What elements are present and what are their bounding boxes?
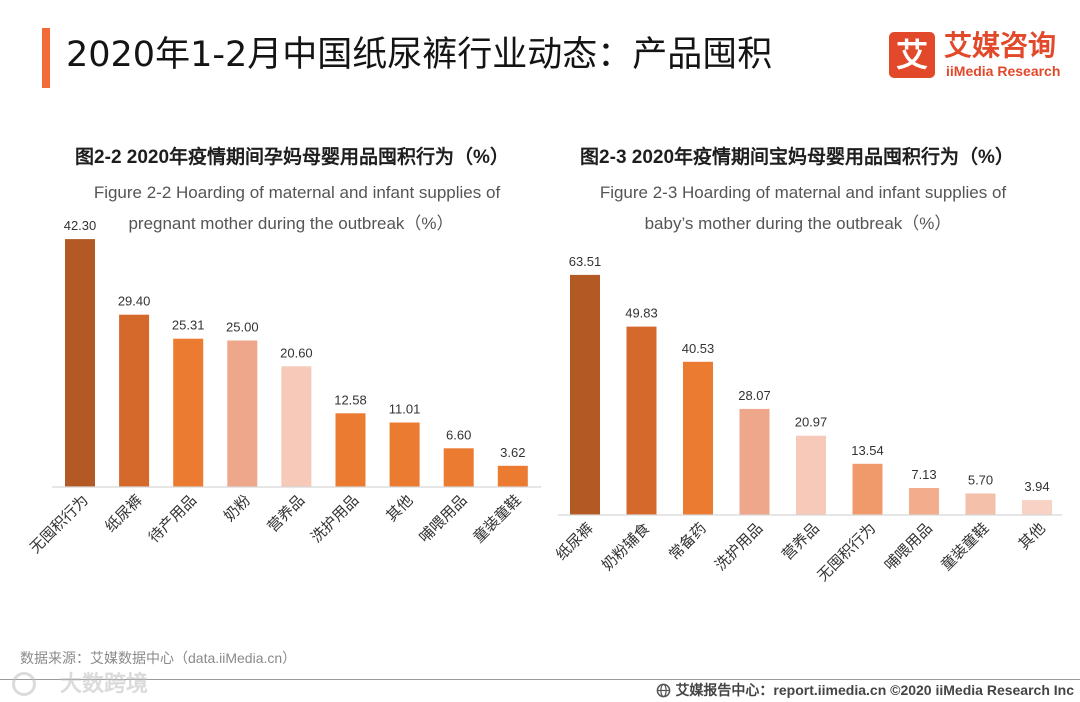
chart-1-category-label-7: 其他 — [383, 492, 416, 525]
logo-text-cn: 艾媒咨询 — [944, 30, 1057, 61]
chart-2-value-label-5: 20.97 — [795, 415, 828, 430]
chart-1-value-label-5: 20.60 — [280, 345, 313, 360]
chart-2-plot: 63.51 纸尿裤 49.83 奶粉辅食 40.53 常备药 28.07 洗护用品 20.97 营… — [553, 254, 1062, 585]
chart-2-bar-8 — [965, 493, 996, 515]
chart-2-bar-3 — [683, 361, 713, 515]
chart-2-value-label-4: 28.07 — [738, 388, 771, 403]
chart-2-category-label-1: 纸尿裤 — [553, 520, 597, 564]
chart-1-bar-2 — [119, 314, 150, 487]
title-accent-bar — [42, 28, 50, 88]
chart-1-value-label-8: 6.60 — [446, 427, 471, 442]
chart-2-bar-1 — [570, 274, 600, 515]
chart-1-category-label-4: 奶粉 — [221, 492, 254, 525]
chart-1-category-label-2: 纸尿裤 — [102, 492, 146, 536]
chart-1-bar-3 — [173, 338, 204, 487]
watermark-text: 大数跨境 — [60, 671, 149, 696]
chart-2-bar-2 — [626, 326, 657, 515]
chart-2-title: 图2-3 2020年疫情期间宝妈母婴用品囤积行为（%） — [580, 147, 1014, 168]
chart-1-value-label-9: 3.62 — [500, 445, 525, 460]
chart-2-category-label-4: 洗护用品 — [712, 520, 766, 574]
chart-1-category-label-6: 洗护用品 — [308, 492, 362, 546]
chart-2-category-label-5: 营养品 — [779, 520, 823, 564]
page-title: 2020年1-2月中国纸尿裤行业动态：产品囤积 — [66, 35, 773, 75]
report-center-text: 艾媒报告中心：report.iimedia.cn ©2020 iiMedia R… — [675, 682, 1074, 698]
chart-1-bar-7 — [389, 422, 420, 487]
chart-1-category-label-1: 无囤积行为 — [27, 492, 92, 557]
chart-2-bar-6 — [852, 463, 883, 515]
chart-1-bar-4 — [227, 340, 258, 487]
chart-2-category-label-9: 其他 — [1016, 520, 1049, 553]
chart-1-bar-8 — [443, 448, 474, 487]
report-center-footer: 艾媒报告中心：report.iimedia.cn ©2020 iiMedia R… — [656, 680, 1074, 700]
footer-divider — [0, 679, 1080, 680]
chart-1-category-label-3: 待产用品 — [146, 492, 200, 546]
chart-2-category-label-7: 哺喂用品 — [881, 520, 935, 574]
chart-2-bar-5 — [796, 435, 826, 515]
chart-2-subtitle-line-2: baby’s mother during the outbreak（%） — [644, 214, 952, 233]
chart-1-plot: 42.30 无囤积行为 29.40 纸尿裤 25.31 待产用品 25.00 奶粉 20.60 营… — [27, 218, 541, 557]
chart-1-subtitle-line-1: Figure 2-2 Hoarding of maternal and infa… — [93, 183, 501, 202]
chart-1-bar-1 — [65, 239, 95, 487]
chart-1-value-label-2: 29.40 — [118, 294, 151, 309]
chart-1-value-label-4: 25.00 — [226, 320, 259, 335]
chart-2-category-label-3: 常备药 — [666, 520, 710, 564]
globe-icon — [657, 683, 671, 697]
chart-1-value-label-6: 12.58 — [334, 392, 367, 407]
chart-2-bar-7 — [909, 488, 939, 515]
chart-2-value-label-8: 5.70 — [968, 473, 993, 488]
chart-1-value-label-7: 11.01 — [389, 402, 421, 417]
iimedia-logo-icon: 艾 — [889, 32, 935, 78]
chart-2-value-label-3: 40.53 — [682, 341, 715, 356]
chart-2-value-label-6: 13.54 — [851, 443, 884, 458]
chart-1-value-label-1: 42.30 — [64, 218, 97, 233]
chart-2-category-label-8: 童装童鞋 — [937, 519, 992, 574]
watermark-logo-icon — [12, 672, 36, 696]
chart-1-subtitle-line-2: pregnant mother during the outbreak（%） — [128, 214, 454, 233]
chart-1-value-label-3: 25.31 — [172, 318, 205, 333]
chart-1-bar-5 — [281, 366, 312, 487]
chart-2-bar-4 — [739, 408, 770, 515]
chart-1-bar-9 — [497, 465, 528, 487]
chart-1-category-label-9: 童装童鞋 — [469, 491, 524, 546]
watermark: 大数跨境 — [12, 670, 148, 698]
chart-2-category-label-6: 无囤积行为 — [814, 520, 879, 585]
chart-2-bar-9 — [1022, 500, 1052, 515]
data-source-note: 数据来源：艾媒数据中心（data.iiMedia.cn） — [20, 650, 297, 666]
chart-1-category-label-5: 营养品 — [264, 492, 308, 536]
chart-2-value-label-1: 63.51 — [569, 254, 602, 269]
logo-text-en: iiMedia Research — [946, 63, 1061, 79]
chart-2-category-label-2: 奶粉辅食 — [599, 520, 653, 574]
chart-2-subtitle-line-1: Figure 2-3 Hoarding of maternal and infa… — [599, 183, 1007, 202]
chart-2-value-label-2: 49.83 — [625, 306, 658, 321]
chart-1-bar-6 — [335, 413, 366, 487]
chart-1-category-label-8: 哺喂用品 — [416, 492, 470, 546]
chart-1-title: 图2-2 2020年疫情期间孕妈母婴用品囤积行为（%） — [75, 147, 509, 168]
chart-2-value-label-9: 3.94 — [1024, 479, 1049, 494]
chart-2-value-label-7: 7.13 — [911, 467, 936, 482]
